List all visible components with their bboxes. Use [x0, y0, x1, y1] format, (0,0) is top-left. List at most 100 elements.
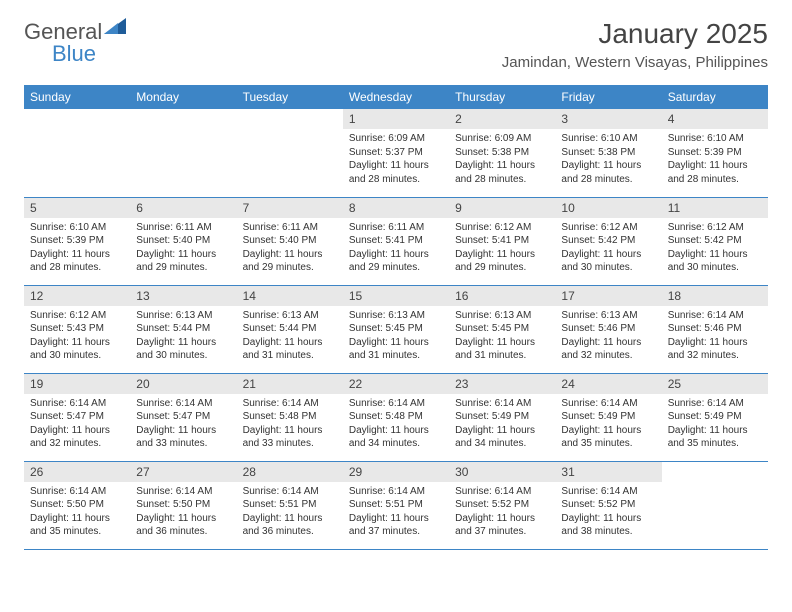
calendar-row: 5Sunrise: 6:10 AMSunset: 5:39 PMDaylight…	[24, 197, 768, 285]
daylight-line: Daylight: 11 hours and 29 minutes.	[349, 248, 443, 275]
sunrise-line: Sunrise: 6:14 AM	[136, 485, 230, 499]
day-info: Sunrise: 6:14 AMSunset: 5:46 PMDaylight:…	[662, 306, 768, 369]
calendar-cell: 16Sunrise: 6:13 AMSunset: 5:45 PMDayligh…	[449, 285, 555, 373]
daylight-line: Daylight: 11 hours and 28 minutes.	[668, 159, 762, 186]
day-number: 23	[449, 374, 555, 394]
weekday-friday: Friday	[555, 85, 661, 109]
sunset-line: Sunset: 5:47 PM	[136, 410, 230, 424]
daylight-line: Daylight: 11 hours and 30 minutes.	[30, 336, 124, 363]
sunrise-line: Sunrise: 6:13 AM	[561, 309, 655, 323]
day-number: 13	[130, 286, 236, 306]
daylight-line: Daylight: 11 hours and 32 minutes.	[561, 336, 655, 363]
day-info: Sunrise: 6:14 AMSunset: 5:49 PMDaylight:…	[555, 394, 661, 457]
daylight-line: Daylight: 11 hours and 33 minutes.	[136, 424, 230, 451]
calendar-cell	[662, 461, 768, 549]
sunset-line: Sunset: 5:48 PM	[349, 410, 443, 424]
day-number: 30	[449, 462, 555, 482]
sunset-line: Sunset: 5:50 PM	[30, 498, 124, 512]
sunrise-line: Sunrise: 6:13 AM	[243, 309, 337, 323]
day-number: 28	[237, 462, 343, 482]
daylight-line: Daylight: 11 hours and 29 minutes.	[455, 248, 549, 275]
weekday-tuesday: Tuesday	[237, 85, 343, 109]
sunset-line: Sunset: 5:46 PM	[561, 322, 655, 336]
daylight-line: Daylight: 11 hours and 28 minutes.	[30, 248, 124, 275]
calendar-cell: 1Sunrise: 6:09 AMSunset: 5:37 PMDaylight…	[343, 109, 449, 197]
calendar-cell: 3Sunrise: 6:10 AMSunset: 5:38 PMDaylight…	[555, 109, 661, 197]
day-info: Sunrise: 6:14 AMSunset: 5:50 PMDaylight:…	[130, 482, 236, 545]
brand-triangle-icon	[104, 18, 126, 39]
daylight-line: Daylight: 11 hours and 32 minutes.	[30, 424, 124, 451]
sunrise-line: Sunrise: 6:12 AM	[561, 221, 655, 235]
calendar-row: 19Sunrise: 6:14 AMSunset: 5:47 PMDayligh…	[24, 373, 768, 461]
daylight-line: Daylight: 11 hours and 36 minutes.	[136, 512, 230, 539]
daylight-line: Daylight: 11 hours and 34 minutes.	[349, 424, 443, 451]
weekday-monday: Monday	[130, 85, 236, 109]
day-number: 25	[662, 374, 768, 394]
sunset-line: Sunset: 5:49 PM	[668, 410, 762, 424]
calendar-cell: 30Sunrise: 6:14 AMSunset: 5:52 PMDayligh…	[449, 461, 555, 549]
day-number: 2	[449, 109, 555, 129]
sunrise-line: Sunrise: 6:11 AM	[136, 221, 230, 235]
sunrise-line: Sunrise: 6:10 AM	[30, 221, 124, 235]
daylight-line: Daylight: 11 hours and 28 minutes.	[455, 159, 549, 186]
calendar-cell: 9Sunrise: 6:12 AMSunset: 5:41 PMDaylight…	[449, 197, 555, 285]
daylight-line: Daylight: 11 hours and 29 minutes.	[136, 248, 230, 275]
daylight-line: Daylight: 11 hours and 32 minutes.	[668, 336, 762, 363]
daylight-line: Daylight: 11 hours and 30 minutes.	[668, 248, 762, 275]
day-info: Sunrise: 6:09 AMSunset: 5:37 PMDaylight:…	[343, 129, 449, 192]
calendar-cell: 28Sunrise: 6:14 AMSunset: 5:51 PMDayligh…	[237, 461, 343, 549]
daylight-line: Daylight: 11 hours and 35 minutes.	[668, 424, 762, 451]
sunset-line: Sunset: 5:51 PM	[349, 498, 443, 512]
calendar-cell: 23Sunrise: 6:14 AMSunset: 5:49 PMDayligh…	[449, 373, 555, 461]
calendar-cell: 27Sunrise: 6:14 AMSunset: 5:50 PMDayligh…	[130, 461, 236, 549]
sunset-line: Sunset: 5:42 PM	[561, 234, 655, 248]
brand-logo: General Blue	[24, 18, 126, 67]
daylight-line: Daylight: 11 hours and 29 minutes.	[243, 248, 337, 275]
sunset-line: Sunset: 5:44 PM	[243, 322, 337, 336]
calendar-cell: 19Sunrise: 6:14 AMSunset: 5:47 PMDayligh…	[24, 373, 130, 461]
day-info: Sunrise: 6:13 AMSunset: 5:46 PMDaylight:…	[555, 306, 661, 369]
day-number: 6	[130, 198, 236, 218]
sunrise-line: Sunrise: 6:11 AM	[349, 221, 443, 235]
day-info: Sunrise: 6:14 AMSunset: 5:52 PMDaylight:…	[449, 482, 555, 545]
calendar-cell: 14Sunrise: 6:13 AMSunset: 5:44 PMDayligh…	[237, 285, 343, 373]
day-info: Sunrise: 6:14 AMSunset: 5:50 PMDaylight:…	[24, 482, 130, 545]
sunset-line: Sunset: 5:44 PM	[136, 322, 230, 336]
day-info: Sunrise: 6:14 AMSunset: 5:51 PMDaylight:…	[343, 482, 449, 545]
calendar-row: 26Sunrise: 6:14 AMSunset: 5:50 PMDayligh…	[24, 461, 768, 549]
calendar-cell: 10Sunrise: 6:12 AMSunset: 5:42 PMDayligh…	[555, 197, 661, 285]
day-number: 26	[24, 462, 130, 482]
calendar-cell: 17Sunrise: 6:13 AMSunset: 5:46 PMDayligh…	[555, 285, 661, 373]
sunrise-line: Sunrise: 6:13 AM	[349, 309, 443, 323]
day-number: 15	[343, 286, 449, 306]
sunrise-line: Sunrise: 6:14 AM	[30, 485, 124, 499]
daylight-line: Daylight: 11 hours and 28 minutes.	[349, 159, 443, 186]
sunrise-line: Sunrise: 6:14 AM	[136, 397, 230, 411]
calendar-cell: 21Sunrise: 6:14 AMSunset: 5:48 PMDayligh…	[237, 373, 343, 461]
calendar-cell	[130, 109, 236, 197]
month-title: January 2025	[502, 18, 768, 50]
daylight-line: Daylight: 11 hours and 37 minutes.	[349, 512, 443, 539]
sunrise-line: Sunrise: 6:13 AM	[455, 309, 549, 323]
calendar-cell	[24, 109, 130, 197]
calendar-cell: 12Sunrise: 6:12 AMSunset: 5:43 PMDayligh…	[24, 285, 130, 373]
day-info: Sunrise: 6:14 AMSunset: 5:48 PMDaylight:…	[237, 394, 343, 457]
calendar-cell: 25 Sunrise: 6:14 AMSunset: 5:49 PMDayligh…	[662, 373, 768, 461]
day-info: Sunrise: 6:14 AMSunset: 5:49 PMDaylight:…	[449, 394, 555, 457]
day-number: 8	[343, 198, 449, 218]
day-info: Sunrise: 6:11 AMSunset: 5:41 PMDaylight:…	[343, 218, 449, 281]
day-number: 16	[449, 286, 555, 306]
calendar-cell: 4Sunrise: 6:10 AMSunset: 5:39 PMDaylight…	[662, 109, 768, 197]
sunset-line: Sunset: 5:38 PM	[455, 146, 549, 160]
daylight-line: Daylight: 11 hours and 30 minutes.	[136, 336, 230, 363]
sunrise-line: Sunrise: 6:14 AM	[668, 397, 762, 411]
daylight-line: Daylight: 11 hours and 35 minutes.	[30, 512, 124, 539]
weekday-sunday: Sunday	[24, 85, 130, 109]
sunrise-line: Sunrise: 6:09 AM	[455, 132, 549, 146]
location-text: Jamindan, Western Visayas, Philippines	[502, 54, 768, 71]
calendar-row: 12Sunrise: 6:12 AMSunset: 5:43 PMDayligh…	[24, 285, 768, 373]
calendar-cell: 11Sunrise: 6:12 AMSunset: 5:42 PMDayligh…	[662, 197, 768, 285]
daylight-line: Daylight: 11 hours and 38 minutes.	[561, 512, 655, 539]
day-info: Sunrise: 6:13 AMSunset: 5:44 PMDaylight:…	[237, 306, 343, 369]
day-number: 24	[555, 374, 661, 394]
